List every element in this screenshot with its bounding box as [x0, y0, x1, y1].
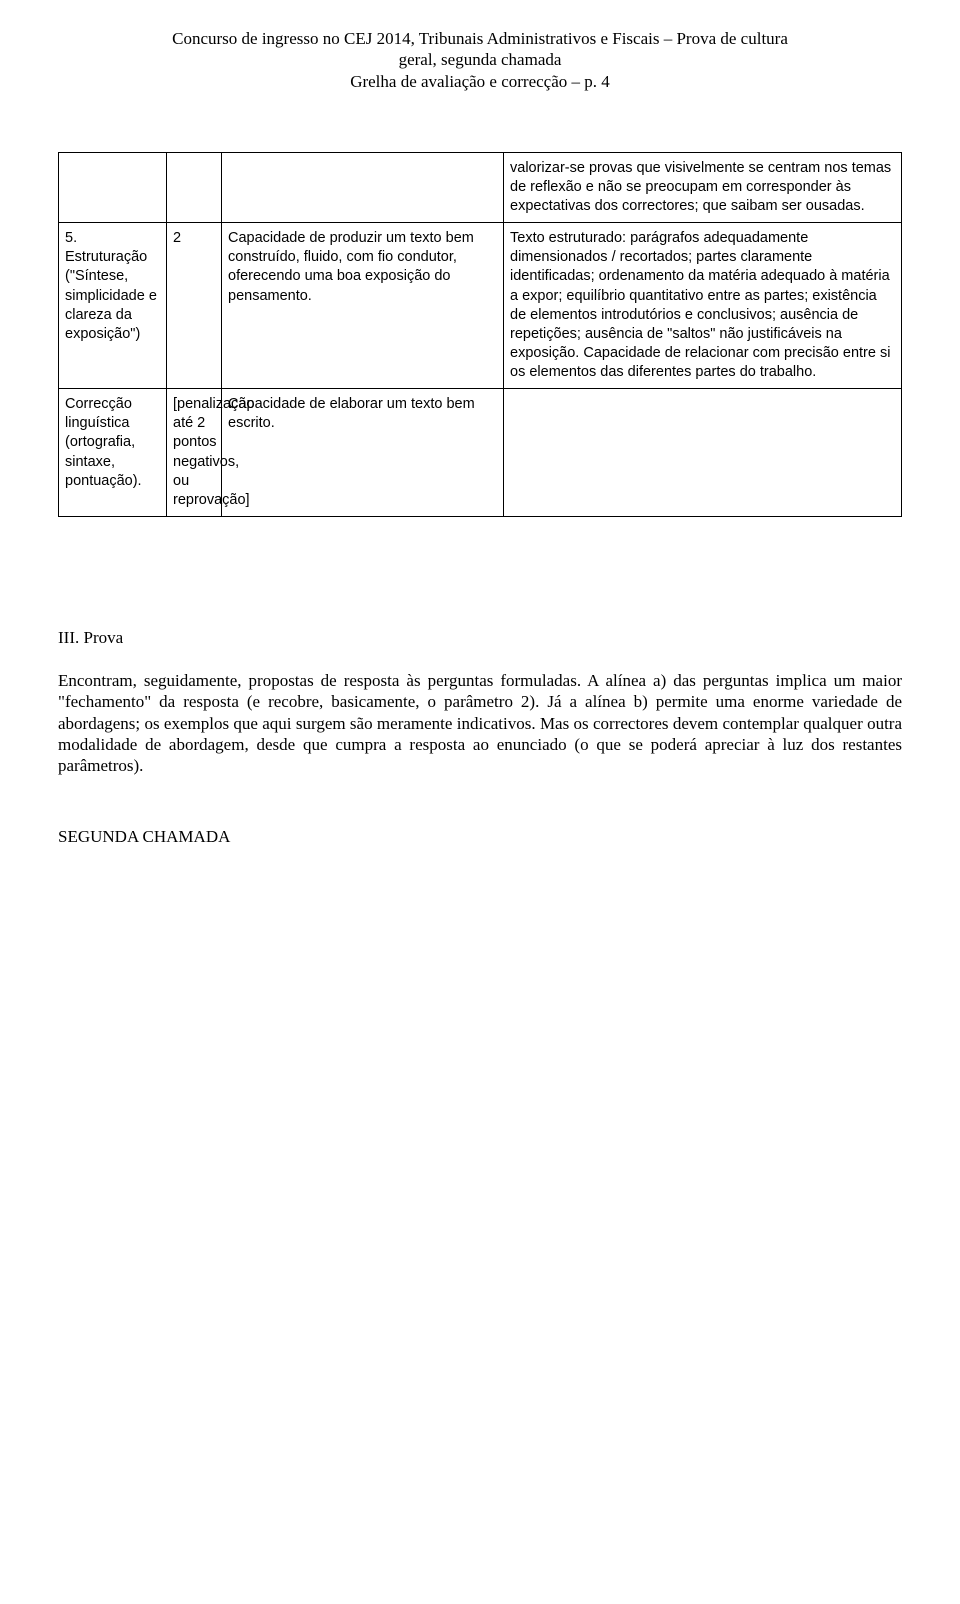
table-cell [59, 152, 167, 222]
cell-text: Texto estruturado: parágrafos adequadame… [510, 230, 890, 380]
table-cell: Texto estruturado: parágrafos adequadame… [504, 223, 902, 389]
table-row: 5. Estruturação ("Síntese, simplicidade … [59, 223, 902, 389]
table-cell [504, 389, 902, 517]
table-row: valorizar-se provas que visivelmente se … [59, 152, 902, 222]
section-heading: III. Prova [58, 627, 902, 648]
table-cell [222, 152, 504, 222]
table-cell: 5. Estruturação ("Síntese, simplicidade … [59, 223, 167, 389]
table-cell: 2 [167, 223, 222, 389]
cell-text: 2 [173, 230, 181, 246]
body-paragraph: Encontram, seguidamente, propostas de re… [58, 670, 902, 776]
table-row: Correcção linguística (ortografia, sinta… [59, 389, 902, 517]
table-cell [167, 152, 222, 222]
header-line-1: Concurso de ingresso no CEJ 2014, Tribun… [58, 28, 902, 49]
page-header: Concurso de ingresso no CEJ 2014, Tribun… [58, 28, 902, 92]
document-page: Concurso de ingresso no CEJ 2014, Tribun… [0, 0, 960, 1604]
table-cell: [penalização até 2 pontos negativos, ou … [167, 389, 222, 517]
table-cell: valorizar-se provas que visivelmente se … [504, 152, 902, 222]
cell-text: valorizar-se provas que visivelmente se … [510, 160, 891, 214]
table-cell: Capacidade de elaborar um texto bem escr… [222, 389, 504, 517]
table-cell: Capacidade de produzir um texto bem cons… [222, 223, 504, 389]
table-cell: Correcção linguística (ortografia, sinta… [59, 389, 167, 517]
cell-text: Capacidade de elaborar um texto bem escr… [228, 396, 475, 431]
evaluation-table: valorizar-se provas que visivelmente se … [58, 152, 902, 517]
header-line-3: Grelha de avaliação e correcção – p. 4 [58, 71, 902, 92]
cell-text: Correcção linguística (ortografia, sinta… [65, 396, 142, 489]
cell-text: 5. Estruturação ("Síntese, simplicidade … [65, 230, 157, 342]
segunda-chamada-heading: SEGUNDA CHAMADA [58, 826, 902, 847]
cell-text: Capacidade de produzir um texto bem cons… [228, 230, 474, 303]
header-line-2: geral, segunda chamada [58, 49, 902, 70]
